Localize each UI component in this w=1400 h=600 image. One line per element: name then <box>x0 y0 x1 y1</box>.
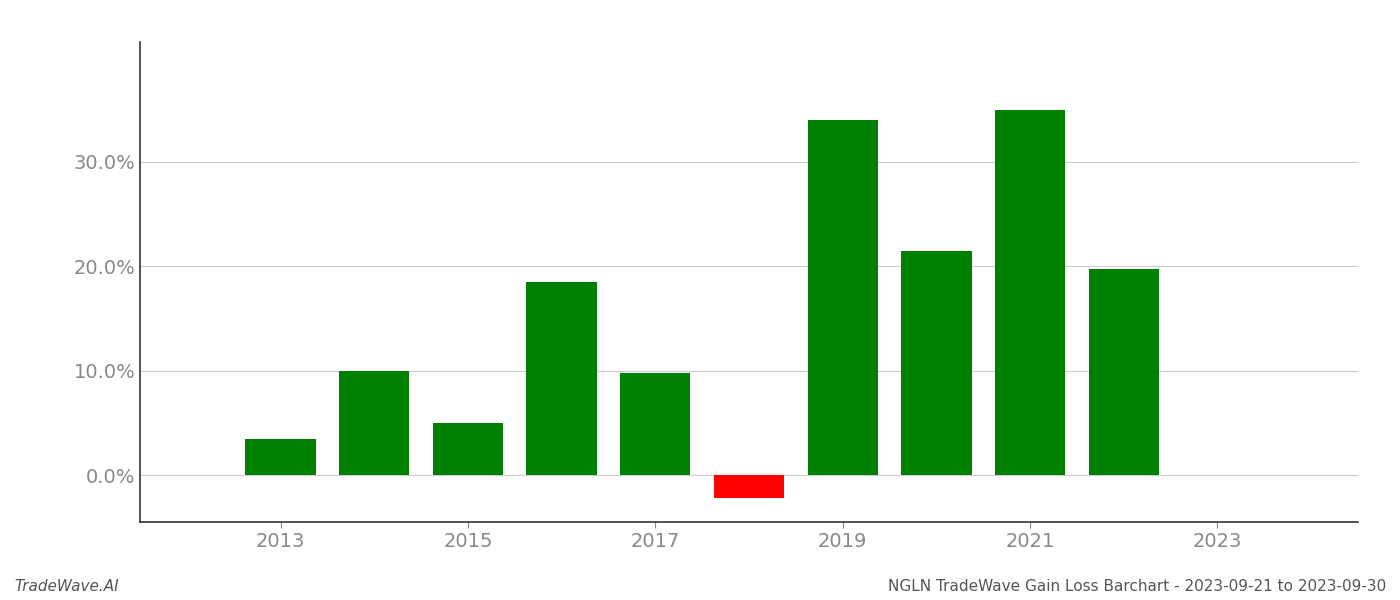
Text: TradeWave.AI: TradeWave.AI <box>14 579 119 594</box>
Bar <box>902 251 972 475</box>
Bar <box>620 373 690 475</box>
Bar <box>526 282 596 475</box>
Bar <box>245 439 315 475</box>
Bar <box>339 371 409 475</box>
Bar <box>808 120 878 475</box>
Bar <box>433 423 503 475</box>
Text: NGLN TradeWave Gain Loss Barchart - 2023-09-21 to 2023-09-30: NGLN TradeWave Gain Loss Barchart - 2023… <box>888 579 1386 594</box>
Bar <box>995 110 1065 475</box>
Bar <box>714 475 784 498</box>
Bar <box>1089 269 1159 475</box>
